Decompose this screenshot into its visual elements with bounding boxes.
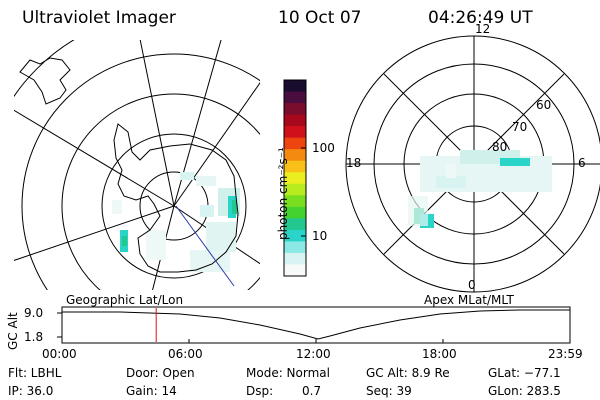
geographic-panel-label: Geographic Lat/Lon [66, 293, 184, 307]
colorbar-band [284, 218, 306, 231]
timeline-x-tick-0000: 00:00 [42, 347, 77, 361]
colorbar-band [284, 91, 306, 104]
colorbar-tick-100: 100 [312, 141, 335, 155]
instrument-title: Ultraviolet Imager [22, 8, 176, 28]
altitude-curve [62, 309, 570, 340]
colorbar-band [284, 137, 306, 150]
time-label: 04:26:49 UT [428, 8, 533, 28]
seq-info: Seq: 39 [366, 384, 412, 398]
colorbar-band [284, 114, 306, 127]
dsp-value: 0.7 [302, 384, 322, 398]
colorbar-band [284, 241, 306, 254]
mlt-label-18: 18 [346, 156, 362, 170]
colorbar-band [284, 149, 306, 162]
mlt-label-6: 6 [578, 156, 586, 170]
mlt-label-12: 12 [475, 22, 491, 36]
colorbar-band [284, 80, 306, 93]
colorbar-band [284, 160, 306, 173]
colorbar-band [284, 103, 306, 116]
timeline-y-tick-1-8: 1.8 [24, 330, 44, 344]
colorbar-band [284, 264, 306, 277]
colorbar-band [284, 195, 306, 208]
filter-info: Flt: LBHL [8, 366, 62, 380]
timeline-y-axis-label: GC Alt [6, 312, 20, 350]
mlat-label-70: 70 [512, 120, 528, 134]
timeline-x-tick-1200: 12:00 [296, 347, 331, 361]
colorbar-band [284, 183, 306, 196]
apex-panel-label: Apex MLat/MLT [424, 293, 514, 307]
date-label: 10 Oct 07 [278, 8, 362, 28]
dsp-label: Dsp: [246, 384, 274, 398]
timeline-x-tick-1800: 18:00 [422, 347, 457, 361]
timeline-x-tick-2359: 23:59 [548, 347, 583, 361]
ip-info: IP: 36.0 [8, 384, 54, 398]
glat-info: GLat: −77.1 [488, 366, 561, 380]
colorbar-tick-10: 10 [312, 229, 328, 243]
mode-info: Mode: Normal [246, 366, 330, 380]
mlt-label-0: 0 [468, 278, 476, 292]
mlat-label-60: 60 [536, 98, 552, 112]
glon-info: GLon: 283.5 [488, 384, 561, 398]
gain-info: Gain: 14 [126, 384, 177, 398]
mlat-label-80: 80 [492, 140, 508, 154]
door-info: Door: Open [126, 366, 195, 380]
timeline-y-tick-9: 9.0 [24, 306, 44, 320]
colorbar-band [284, 206, 306, 219]
colorbar-band [284, 229, 306, 242]
gc-alt-info: GC Alt: 8.9 Re [366, 366, 450, 380]
colorbar-band [284, 172, 306, 185]
colorbar-band [284, 126, 306, 139]
colorbar-band [284, 252, 306, 265]
timeline-x-tick-0600: 06:00 [168, 347, 203, 361]
